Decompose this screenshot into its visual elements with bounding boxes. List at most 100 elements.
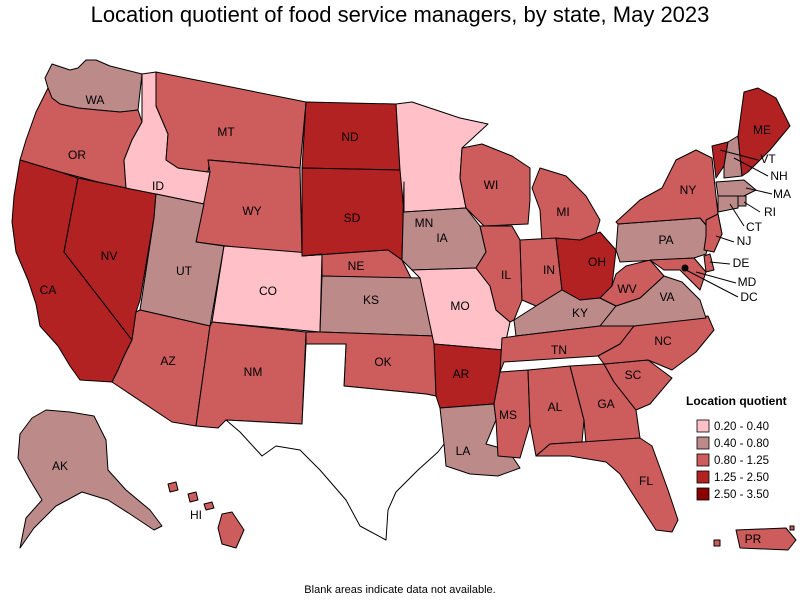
- state-label-ma: MA: [773, 187, 791, 201]
- state-label-nm: NM: [244, 365, 263, 379]
- callout-line-nj: [715, 235, 735, 243]
- state-label-wv: WV: [617, 282, 636, 296]
- callout-line-ct: [729, 203, 745, 227]
- callout-line-ma: [745, 187, 773, 195]
- state-label-nd: ND: [341, 130, 359, 144]
- state-label-nj: NJ: [737, 234, 752, 248]
- state-label-ne: NE: [348, 259, 365, 273]
- state-label-or: OR: [68, 148, 86, 162]
- state-nc: [597, 315, 715, 371]
- state-label-ak: AK: [52, 459, 68, 473]
- state-label-ks: KS: [363, 293, 379, 307]
- legend-title: Location quotient: [686, 394, 787, 408]
- state-label-pa: PA: [658, 233, 673, 247]
- state-label-ia: IA: [436, 231, 447, 245]
- state-label-ca: CA: [40, 283, 57, 297]
- state-me: [737, 87, 791, 177]
- state-label-sd: SD: [344, 211, 361, 225]
- state-label-va: VA: [659, 290, 674, 304]
- state-tx: [225, 343, 445, 541]
- legend-swatch-1: [696, 436, 710, 450]
- state-label-ok: OK: [374, 355, 391, 369]
- state-il: [475, 225, 523, 323]
- state-label-vt: VT: [760, 152, 776, 166]
- state-label-ky: KY: [572, 306, 588, 320]
- legend-swatch-2: [696, 453, 710, 467]
- map-title: Location quotient of food service manage…: [90, 2, 710, 27]
- callout-line-dc: [685, 269, 739, 298]
- legend-label-3: 1.25 - 2.50: [714, 472, 769, 484]
- legend-label-0: 0.20 - 0.40: [714, 421, 769, 433]
- state-fl: [535, 437, 679, 533]
- state-label-fl: FL: [639, 474, 653, 488]
- state-label-al: AL: [548, 400, 563, 414]
- state-label-la: LA: [456, 444, 471, 458]
- legend-label-2: 0.80 - 1.25: [714, 455, 769, 467]
- legend-swatch-4: [696, 487, 710, 501]
- state-label-mn: MN: [415, 216, 434, 230]
- callout-line-nh: [733, 157, 769, 177]
- state-oh: [555, 231, 617, 301]
- state-label-co: CO: [259, 284, 277, 298]
- footnote: Blank areas indicate data not available.: [304, 584, 496, 596]
- state-label-ut: UT: [176, 264, 193, 278]
- state-label-ms: MS: [499, 408, 517, 422]
- state-label-ga: GA: [597, 397, 614, 411]
- state-label-in: IN: [543, 263, 555, 277]
- state-label-md: MD: [738, 275, 757, 289]
- state-dc: [681, 264, 689, 272]
- legend-swatch-0: [696, 419, 710, 433]
- state-label-mi: MI: [556, 205, 569, 219]
- state-pr: [713, 525, 797, 551]
- state-label-de: DE: [733, 256, 750, 270]
- state-label-nc: NC: [654, 334, 672, 348]
- state-label-tn: TN: [551, 343, 567, 357]
- state-label-nh: NH: [770, 169, 787, 183]
- state-label-me: ME: [753, 123, 771, 137]
- state-ct: [717, 195, 739, 213]
- state-label-nv: NV: [101, 249, 118, 263]
- callout-line-vt: [719, 149, 759, 161]
- state-label-id: ID: [152, 179, 164, 193]
- state-label-wa: WA: [86, 93, 105, 107]
- state-hi: [167, 481, 245, 549]
- state-ny: [615, 149, 723, 235]
- state-label-az: AZ: [160, 354, 175, 368]
- callout-line-ri: [743, 201, 761, 213]
- states-layer: [11, 59, 797, 551]
- callout-line-de: [709, 261, 731, 265]
- state-nj: [703, 213, 723, 253]
- state-label-ri: RI: [764, 205, 776, 219]
- state-nh: [723, 135, 743, 179]
- callout-line-md: [695, 271, 737, 284]
- state-label-pr: PR: [745, 532, 762, 546]
- state-label-wy: WY: [242, 204, 261, 218]
- state-label-dc: DC: [740, 290, 758, 304]
- legend-label-4: 2.50 - 3.50: [714, 489, 769, 501]
- state-label-oh: OH: [588, 255, 606, 269]
- state-ut: [139, 193, 225, 327]
- state-ak: [17, 409, 163, 549]
- state-label-wi: WI: [484, 178, 499, 192]
- state-label-ar: AR: [453, 367, 470, 381]
- legend-swatch-3: [696, 470, 710, 484]
- state-label-mo: MO: [450, 299, 469, 313]
- map-legend: Location quotient 0.20 - 0.40 0.40 - 0.80…: [686, 394, 787, 501]
- state-mt: [155, 71, 307, 173]
- state-label-sc: SC: [625, 368, 642, 382]
- state-md: [649, 257, 707, 291]
- state-label-ct: CT: [746, 220, 763, 234]
- state-ms: [493, 369, 531, 459]
- state-label-mt: MT: [217, 125, 235, 139]
- state-label-il: IL: [501, 268, 511, 282]
- state-label-hi: HI: [190, 508, 202, 522]
- state-ma: [715, 179, 757, 197]
- state-label-ny: NY: [680, 183, 697, 197]
- state-ri: [737, 195, 747, 207]
- state-wi: [459, 143, 531, 227]
- legend-label-1: 0.40 - 0.80: [714, 438, 769, 450]
- state-de: [703, 253, 715, 273]
